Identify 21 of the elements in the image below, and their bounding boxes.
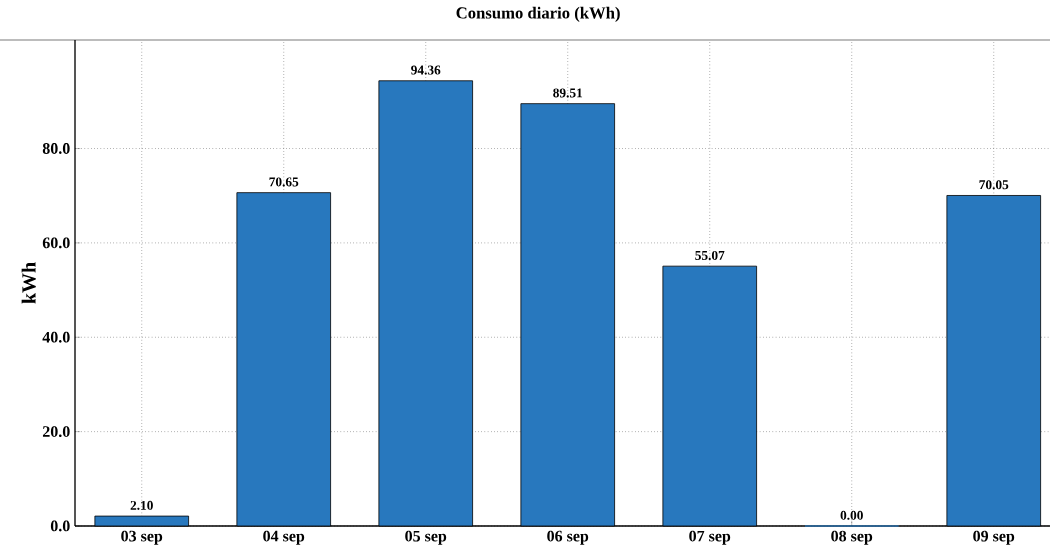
data-label: 70.65 bbox=[269, 177, 299, 187]
y-tick-label: 20.0 bbox=[42, 426, 70, 438]
y-tick-label: 80.0 bbox=[42, 143, 70, 154]
data-label: 55.07 bbox=[695, 250, 725, 260]
data-label: 2.10 bbox=[130, 500, 153, 510]
x-tick-label: 08 sep bbox=[831, 530, 873, 545]
y-tick-label: 0.0 bbox=[50, 520, 70, 532]
x-tick-label: 06 sep bbox=[547, 530, 589, 545]
data-label: 0.00 bbox=[840, 510, 863, 520]
x-tick-label: 07 sep bbox=[689, 530, 731, 545]
x-tick-label: 09 sep bbox=[973, 530, 1015, 545]
data-label: 94.36 bbox=[411, 65, 441, 75]
y-tick-label: 60.0 bbox=[42, 237, 70, 249]
data-label: 89.51 bbox=[553, 88, 583, 98]
x-tick-label: 05 sep bbox=[405, 530, 447, 545]
x-tick-label: 04 sep bbox=[263, 530, 305, 545]
x-tick-label: 03 sep bbox=[121, 530, 163, 545]
data-label: 70.05 bbox=[979, 180, 1009, 190]
y-axis-title: kWh bbox=[21, 262, 36, 304]
chart-title: Consumo diario (kWh) bbox=[456, 6, 620, 22]
y-tick-label: 40.0 bbox=[42, 331, 70, 343]
